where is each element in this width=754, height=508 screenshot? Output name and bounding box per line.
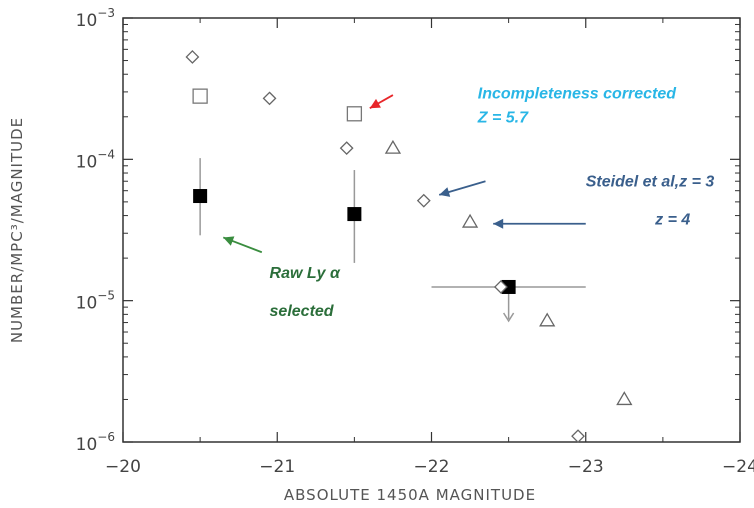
data-point-filled-square — [347, 207, 362, 222]
x-tick-label: −24 — [722, 457, 754, 477]
annotation-text: selected — [270, 303, 335, 320]
data-point-open-triangle — [539, 312, 556, 327]
data-point-open-diamond — [339, 141, 354, 156]
x-tick-label: −23 — [568, 457, 604, 477]
x-tick-label: −21 — [259, 457, 295, 477]
data-point-open-diamond — [185, 50, 200, 64]
data-point-open-diamond — [416, 193, 431, 208]
x-axis-label: ABSOLUTE 1450A MAGNITUDE — [284, 486, 536, 504]
annotation-text: z = 4 — [654, 212, 690, 229]
y-tick-label: 10−6 — [76, 430, 115, 455]
y-axis-label: NUMBER/MPC³/MAGNITUDE — [8, 117, 26, 343]
annotation-text: Z = 5.7 — [477, 109, 529, 126]
upper-limit-arrow — [502, 312, 515, 323]
plot-border — [122, 17, 741, 443]
data-point-open-triangle — [616, 391, 633, 406]
data-point-open-diamond — [571, 429, 585, 444]
data-point-open-diamond — [262, 91, 277, 106]
data-point-filled-square — [501, 279, 516, 294]
annotation-arrowhead — [223, 236, 235, 246]
data-point-open-diamond — [493, 280, 508, 294]
data-point-open-triangle — [384, 139, 402, 154]
annotation-text: Incompleteness corrected — [478, 85, 678, 102]
x-tick-label: −20 — [105, 457, 141, 477]
y-tick-label: 10−4 — [76, 147, 115, 172]
y-tick-label: 10−5 — [76, 289, 115, 314]
y-tick-label: 10−3 — [76, 6, 115, 31]
annotation-arrowhead — [439, 187, 451, 197]
annotations: Incompleteness corrected Z = 5.7 Steidel e… — [222, 85, 715, 320]
x-tick-label: −22 — [414, 457, 450, 477]
plot-frame — [122, 17, 741, 443]
data-point-open-square — [346, 106, 363, 122]
annotation-arrowhead — [493, 218, 504, 229]
data-point-open-square — [192, 88, 208, 104]
annotation-text: Steidel et al,z = 3 — [586, 174, 715, 191]
axis-ticks: −20 −21 −22 −23 −24 10−6 10−5 10−4 10−3 — [76, 6, 754, 477]
data-point-filled-square — [193, 189, 208, 204]
data-markers — [185, 50, 633, 444]
annotation-text: Raw Ly α — [270, 265, 341, 282]
annotation-arrowhead — [369, 98, 381, 109]
data-point-open-triangle — [461, 213, 479, 228]
